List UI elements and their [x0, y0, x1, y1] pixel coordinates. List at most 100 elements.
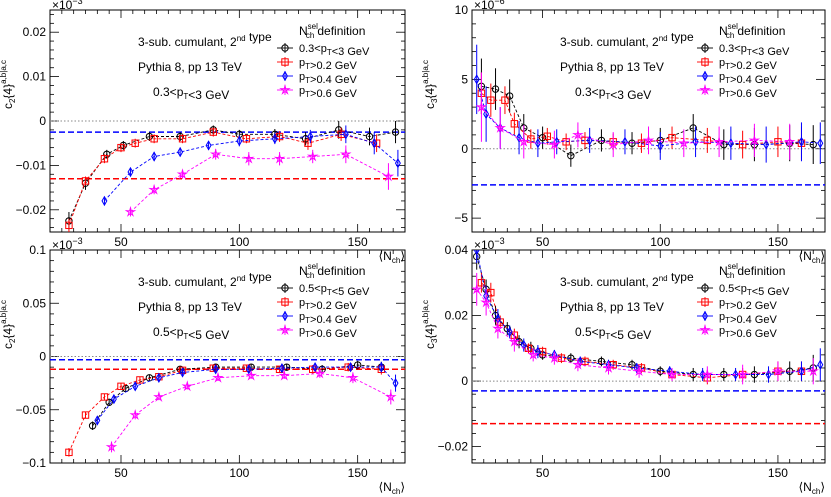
legend-marker [279, 83, 291, 95]
data-point [492, 322, 504, 334]
axis-multiplier: ×10−6 [474, 0, 505, 12]
annotation-2: Pythia 8, pp 13 TeV [138, 300, 242, 314]
y-tick-label: 0 [461, 374, 468, 388]
y-tick-label: −5 [454, 211, 468, 225]
data-point [597, 357, 606, 366]
data-point [127, 166, 134, 178]
data-point [103, 150, 111, 159]
annotation-3: 0.3<pT<3 GeV [153, 85, 229, 102]
data-point [271, 133, 278, 144]
legend-entry: pT>0.6 GeV [277, 323, 357, 340]
series-line [68, 129, 396, 222]
legend-label: pT>0.4 GeV [719, 311, 777, 326]
data-point [701, 368, 714, 380]
y-tick-label: 10 [455, 3, 469, 17]
x-tick-label: 150 [768, 235, 788, 249]
legend-label: pT>0.4 GeV [299, 71, 357, 86]
legend-marker [282, 70, 288, 82]
x-tick-label: 100 [650, 466, 670, 480]
data-point [703, 136, 712, 145]
data-point [371, 137, 378, 149]
series-3 [101, 125, 401, 207]
data-point [88, 422, 97, 430]
data-point [508, 335, 521, 347]
x-tick-label: 100 [229, 235, 249, 249]
data-point [763, 139, 770, 150]
x-tick-label: 50 [536, 235, 550, 249]
series-line [481, 85, 814, 157]
data-point [131, 139, 139, 147]
data-point [480, 296, 492, 308]
series-line [130, 153, 389, 213]
data-point [136, 376, 144, 384]
data-point [765, 369, 772, 380]
data-point [567, 151, 575, 160]
data-point [342, 129, 349, 140]
data-point [105, 398, 113, 406]
legend-entry: pT>0.6 GeV [697, 323, 777, 340]
legend-entry: pT>0.2 GeV [277, 57, 357, 72]
data-point [487, 96, 495, 104]
legend-entry: pT>0.2 GeV [697, 297, 777, 312]
data-point [205, 140, 212, 151]
legend-label: 0.5<pT<5 GeV [299, 283, 370, 298]
data-point [101, 195, 108, 207]
data-point [472, 283, 483, 295]
legend-marker [699, 323, 711, 335]
data-point [176, 168, 189, 180]
data-point [817, 137, 824, 149]
series-line [111, 373, 392, 448]
data-point [304, 139, 312, 147]
data-point [153, 390, 165, 402]
panel-4: 50 100 150 −0.02 0 0.02 0.04 ×10−3 c3{4}a,b|a,c ⟨… [421, 236, 826, 496]
y-tick-label: −0.01 [16, 158, 47, 172]
legend-label: pT>0.6 GeV [719, 325, 777, 340]
data-point [657, 140, 664, 152]
data-point [273, 152, 286, 164]
series-line [68, 366, 382, 453]
panel-3: 50 100 150 −0.1 −0.05 0 0.05 0.1 ×10−3 c2{4}a,b|a… [0, 236, 406, 496]
data-point [209, 128, 218, 136]
data-point [243, 154, 255, 164]
y-axis-label: c2{4}a,b|a,c [0, 60, 17, 109]
legend-marker [701, 298, 709, 306]
series-1 [88, 360, 386, 430]
annotation-1: 3-sub. cumulant, 2nd type [138, 30, 272, 49]
data-point [809, 140, 817, 149]
data-point [155, 372, 162, 384]
data-point [668, 133, 676, 142]
legend-label: pT>0.4 GeV [299, 311, 357, 326]
legend-entry: pT>0.4 GeV [697, 70, 777, 86]
legend-entry: 0.5<pT<5 GeV [277, 283, 370, 298]
legend-label: pT>0.2 GeV [719, 57, 777, 72]
data-point [510, 120, 519, 128]
series-line [104, 133, 399, 202]
data-point [628, 139, 636, 147]
data-point [483, 108, 490, 120]
data-point [347, 371, 359, 383]
data-point [609, 360, 617, 369]
x-tick-label: 150 [348, 235, 368, 249]
data-point [392, 377, 399, 389]
annotation-1: 3-sub. cumulant, 2nd type [138, 270, 272, 289]
x-tick-label: 100 [650, 235, 670, 249]
data-point [312, 361, 319, 373]
data-point [534, 346, 541, 357]
x-tick-label: 50 [536, 466, 550, 480]
data-point [572, 128, 584, 140]
data-point [607, 138, 619, 150]
data-point [527, 348, 539, 360]
data-point [176, 132, 184, 141]
legend-entry: pT>0.2 GeV [277, 297, 357, 312]
data-point [548, 352, 561, 364]
y-tick-label: −0.02 [438, 440, 469, 454]
data-point [524, 344, 533, 353]
data-point [117, 143, 125, 152]
data-point [209, 148, 222, 160]
data-point [177, 146, 184, 158]
series-line [96, 366, 396, 421]
legend-marker [701, 58, 709, 66]
y-tick-label: −0.1 [22, 456, 46, 470]
annotation-2: Pythia 8, pp 13 TeV [560, 60, 664, 74]
data-point [798, 136, 805, 148]
